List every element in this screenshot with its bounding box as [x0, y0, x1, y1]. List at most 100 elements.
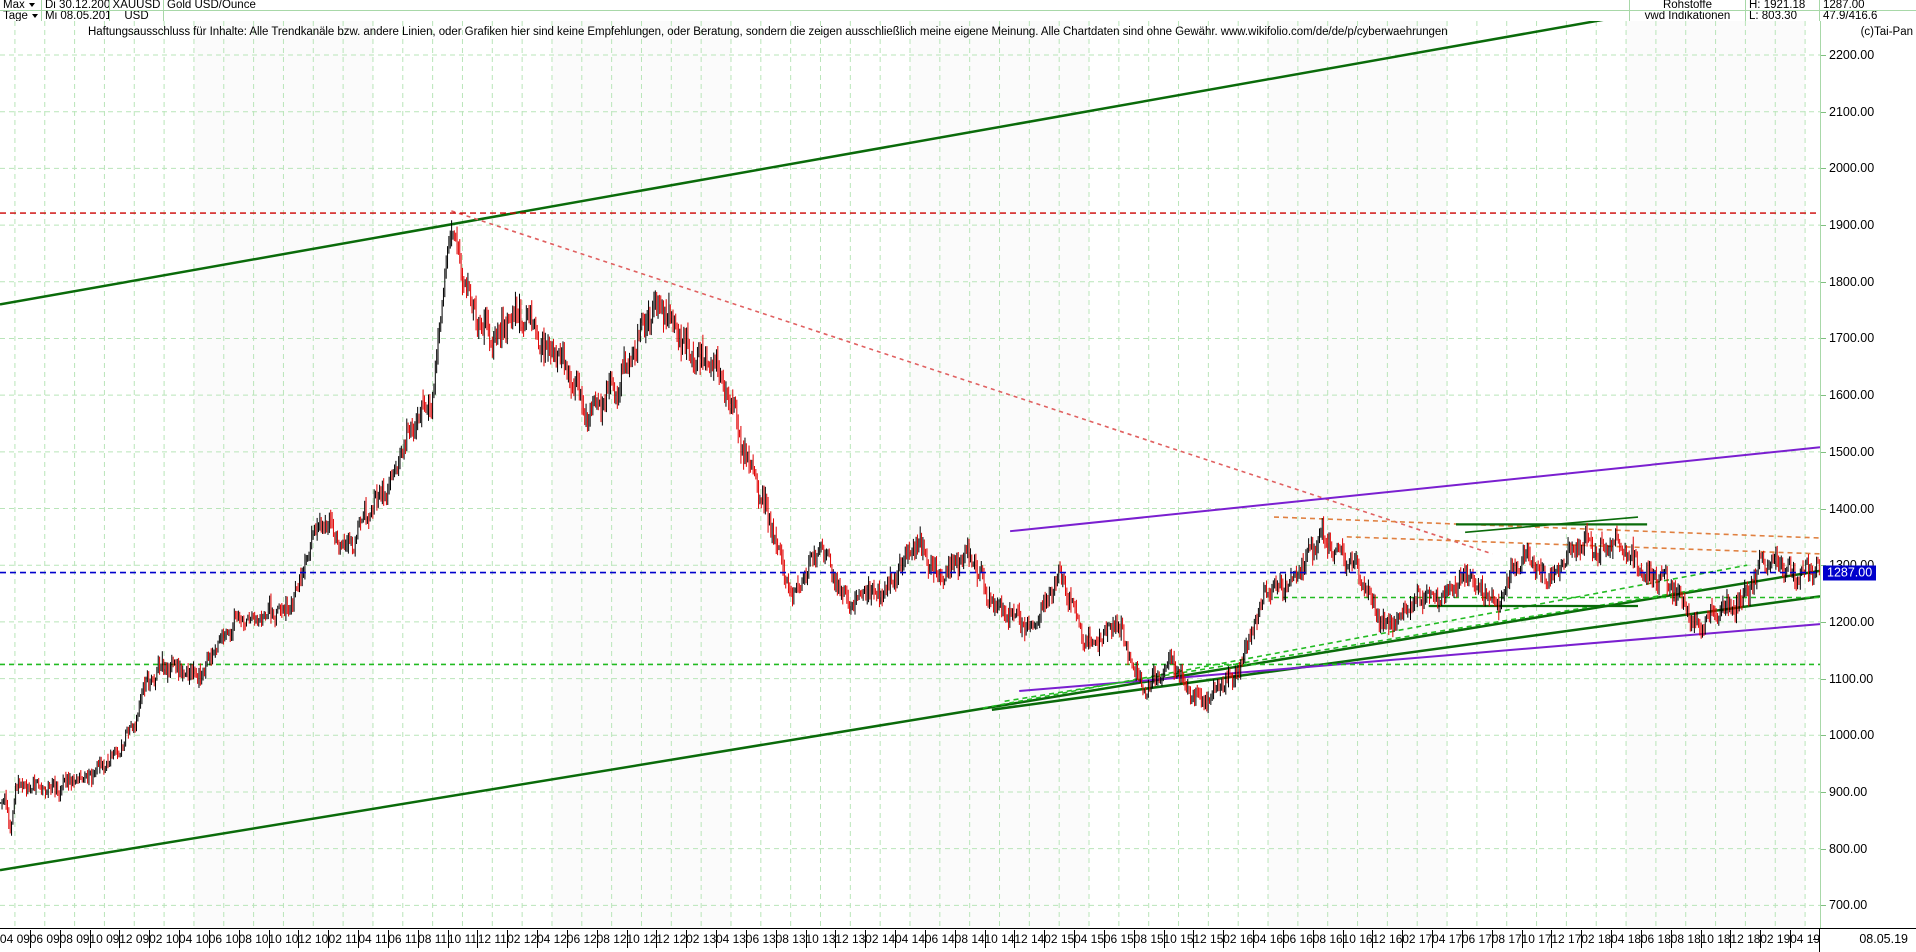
date-tick-label: 12 13: [835, 932, 866, 946]
date-tick-label: 04 18: [1611, 932, 1642, 946]
price-axis[interactable]: 2200.00 2100.00 2000.00 1900.00 1800.00 1700.…: [1820, 21, 1916, 928]
date-tick-label: 04 15: [1074, 932, 1105, 946]
category-label: Rohstoffe: [1630, 0, 1746, 11]
date-tick-label: 02 18: [1581, 932, 1612, 946]
interval-selector-label: Tage: [3, 11, 28, 22]
date-tick-separator: [716, 930, 718, 948]
price-tick-label: 2100.00: [1829, 104, 1875, 119]
date-tick-label: 08 10: [238, 932, 269, 946]
date-tick-label: 08 17: [1491, 932, 1522, 946]
date-tick-label: 12 09: [119, 932, 150, 946]
date-tick-label: 12 17: [1551, 932, 1582, 946]
date-axis-separator: –: [1813, 932, 1820, 946]
price-tick-mark: [1821, 508, 1826, 510]
date-tick-separator: [447, 930, 449, 948]
date-tick-label: 08 18: [1670, 932, 1701, 946]
date-tick-separator: [1760, 930, 1762, 948]
date-tick-label: 02 17: [1402, 932, 1433, 946]
price-tick-label: 1000.00: [1829, 728, 1875, 743]
instrument-description: Gold USD/Ounce: [164, 0, 1630, 11]
date-tick-separator: [358, 930, 360, 948]
date-tick-label: 04 16: [1253, 932, 1284, 946]
price-tick-label: 900.00: [1829, 784, 1868, 799]
last-date-label: 08.05.19: [1859, 932, 1908, 946]
symbol-field[interactable]: XAUUSD: [110, 0, 164, 11]
date-tick-label: 04 17: [1432, 932, 1463, 946]
date-tick-label: 06 12: [566, 932, 597, 946]
date-tick-separator: [298, 930, 300, 948]
last-price-badge: 1287.00: [1823, 565, 1877, 581]
date-tick-label: 02 12: [507, 932, 538, 946]
date-tick-label: 06 10: [208, 932, 239, 946]
price-tick-mark: [1821, 168, 1826, 170]
date-tick-separator: [29, 930, 31, 948]
date-tick-label: 10 10: [268, 932, 299, 946]
date-tick-separator: [775, 930, 777, 948]
date-tick-label: 06 17: [1461, 932, 1492, 946]
range-selector-label: Max: [3, 0, 25, 11]
date-tick-label: 10 15: [1163, 932, 1194, 946]
price-tick-mark: [1821, 111, 1826, 113]
date-tick-separator: [1670, 930, 1672, 948]
date-tick-separator: [238, 930, 240, 948]
date-tick-label: 06 11: [388, 932, 418, 946]
date-tick-label: 12 10: [298, 932, 329, 946]
date-tick-label: 04 13: [715, 932, 746, 946]
date-tick-separator: [1581, 930, 1583, 948]
date-tick-label: 08 12: [596, 932, 627, 946]
date-tick-separator: [954, 930, 956, 948]
date-tick-separator: [745, 930, 747, 948]
date-tick-separator: [924, 930, 926, 948]
date-tick-label: 02 16: [1223, 932, 1254, 946]
date-axis[interactable]: – 08.05.19 04 09 06 09 08 09 10 09 12 09 02 1…: [0, 928, 1916, 952]
chart-canvas: [0, 21, 1820, 928]
chart-plot-area[interactable]: [0, 21, 1820, 928]
price-tick-mark: [1821, 848, 1826, 850]
date-tick-separator: [566, 930, 568, 948]
price-tick-mark: [1821, 905, 1826, 907]
date-tick-label: 12 15: [1193, 932, 1224, 946]
date-tick-separator: [1163, 930, 1165, 948]
date-tick-separator: [328, 930, 330, 948]
date-tick-separator: [1074, 930, 1076, 948]
date-tick-separator: [1461, 930, 1463, 948]
date-tick-label: 10 14: [984, 932, 1015, 946]
price-tick-mark: [1821, 281, 1826, 283]
reference-lines: [0, 212, 1820, 574]
date-tick-separator: [1730, 930, 1732, 948]
trend-lines: [0, 21, 1820, 872]
date-tick-separator: [895, 930, 897, 948]
date-tick-label: 04 10: [178, 932, 209, 946]
date-tick-separator: [208, 930, 210, 948]
range-selector[interactable]: Max: [0, 0, 42, 11]
date-tick-separator: [1521, 930, 1523, 948]
date-tick-separator: [596, 930, 598, 948]
price-tick-mark: [1821, 678, 1826, 680]
date-tick-separator: [179, 930, 181, 948]
price-tick-label: 1200.00: [1829, 614, 1875, 629]
price-tick-label: 1400.00: [1829, 501, 1875, 516]
date-tick-label: 10 09: [89, 932, 120, 946]
date-tick-label: 08 09: [59, 932, 90, 946]
date-tick-label: 08 16: [1312, 932, 1343, 946]
date-tick-label: 10 17: [1521, 932, 1552, 946]
date-tick-separator: [1551, 930, 1553, 948]
date-tick-separator: [984, 930, 986, 948]
date-tick-label: 10 13: [805, 932, 836, 946]
date-tick-separator: [1103, 930, 1105, 948]
date-tick-label: 08 15: [1133, 932, 1164, 946]
date-tick-separator: [1223, 930, 1225, 948]
date-tick-separator: [1640, 930, 1642, 948]
header-row-top: Max Di 30.12.2008 XAUUSD Gold USD/Ounce …: [0, 0, 1916, 11]
date-tick-label: 06 13: [745, 932, 776, 946]
date-tick-separator: [1193, 930, 1195, 948]
date-tick-separator: [477, 930, 479, 948]
date-tick-separator: [835, 930, 837, 948]
date-from-field[interactable]: Di 30.12.2008: [42, 0, 110, 11]
price-tick-mark: [1821, 791, 1826, 793]
date-tick-separator: [1611, 930, 1613, 948]
price-tick-label: 700.00: [1829, 898, 1868, 913]
grid-lines: [0, 21, 1820, 928]
date-tick-separator: [865, 930, 867, 948]
date-tick-separator: [1491, 930, 1493, 948]
